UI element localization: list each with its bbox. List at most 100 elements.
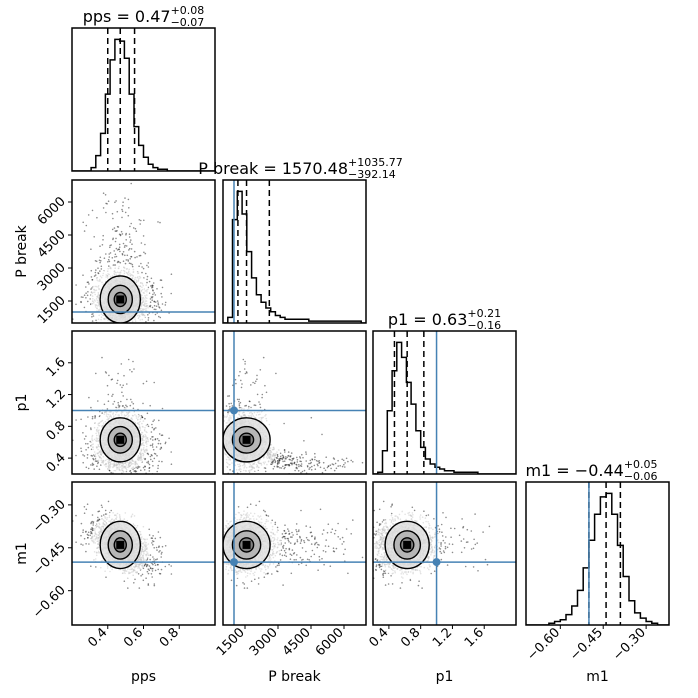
sample-point (151, 285, 153, 287)
sample-point (152, 289, 154, 292)
sample-point (127, 214, 130, 217)
sample-point (91, 313, 93, 316)
sample-point (286, 456, 289, 459)
sample-point (120, 230, 123, 233)
sample-point (144, 243, 146, 246)
sample-point (130, 262, 132, 265)
sample-point (168, 437, 170, 440)
sample-point (147, 460, 150, 463)
sample-point (147, 317, 150, 319)
sample-point (324, 469, 327, 472)
sample-point (118, 246, 121, 248)
sample-point (164, 441, 167, 444)
sample-point (111, 228, 114, 231)
sample-point (83, 455, 86, 457)
sample-point (127, 259, 129, 261)
sample-point (111, 395, 113, 397)
sample-point (122, 205, 124, 207)
sample-point (111, 257, 114, 259)
sample-point (151, 454, 153, 457)
sample-point (92, 457, 94, 460)
sample-point (279, 452, 282, 455)
sample-point (276, 465, 279, 467)
sample-point (86, 454, 89, 456)
sample-point (326, 466, 329, 469)
sample-point (144, 417, 146, 420)
histogram-step (223, 190, 366, 323)
sample-point (153, 319, 155, 322)
sample-point (148, 280, 151, 283)
axes-frame (71, 179, 216, 324)
sample-point (129, 404, 132, 407)
sample-point (128, 262, 131, 265)
sample-point (131, 370, 133, 373)
sample-point (85, 449, 87, 451)
sample-point (100, 464, 102, 466)
sample-point (319, 466, 322, 469)
sample-point (113, 250, 115, 252)
sample-point (109, 246, 111, 249)
sample-point (123, 374, 125, 377)
sample-point (106, 408, 109, 410)
y-tick-label: 1.2 (44, 387, 69, 412)
sample-point (256, 393, 259, 396)
sample-point (114, 240, 117, 243)
sample-point (317, 464, 319, 467)
sample-point (85, 292, 87, 295)
sample-point (275, 456, 278, 459)
sample-point (100, 265, 103, 268)
sample-point (242, 358, 245, 361)
sample-point (138, 254, 141, 257)
sample-point (110, 378, 113, 381)
sample-point (97, 267, 99, 270)
sample-point (87, 467, 90, 470)
sample-point (315, 459, 318, 462)
sample-point (288, 458, 291, 461)
sample-point (244, 360, 246, 363)
sample-point (95, 372, 97, 375)
sample-point (112, 393, 114, 396)
sample-point (82, 432, 84, 434)
histogram-panel-P-break (222, 179, 367, 324)
sample-point (130, 398, 132, 401)
sample-point (114, 253, 117, 256)
sample-point (274, 461, 277, 464)
sample-point (153, 300, 156, 303)
sample-point (149, 444, 152, 447)
sample-point (91, 415, 94, 418)
sample-point (149, 305, 151, 308)
sample-point (284, 451, 286, 453)
sample-point (119, 233, 122, 236)
sample-point (99, 245, 101, 247)
sample-point (126, 383, 128, 385)
sample-point (311, 465, 313, 468)
sample-point (164, 301, 167, 304)
sample-point (296, 464, 298, 466)
sample-point (164, 304, 167, 306)
sample-point (156, 454, 158, 457)
sample-point (85, 466, 88, 469)
sample-point (91, 464, 94, 466)
sample-point (152, 284, 154, 287)
sample-point (228, 402, 230, 405)
sample-point (230, 402, 232, 405)
sample-point (332, 457, 335, 459)
histogram-panel-pps (71, 27, 216, 172)
sample-point (115, 255, 118, 258)
sample-point (147, 319, 150, 321)
sample-point (289, 455, 292, 457)
sample-point (129, 470, 131, 473)
sample-point (150, 277, 153, 280)
sample-point (311, 458, 313, 460)
sample-point (109, 244, 111, 247)
sample-point (75, 419, 77, 421)
sample-point (282, 457, 285, 459)
sample-point (150, 296, 153, 298)
sample-point (322, 461, 325, 464)
sample-point (148, 466, 151, 469)
sample-point (131, 263, 134, 266)
sample-point (114, 230, 117, 232)
sample-point (152, 448, 155, 451)
sample-point (92, 463, 95, 466)
sample-point (110, 244, 112, 246)
